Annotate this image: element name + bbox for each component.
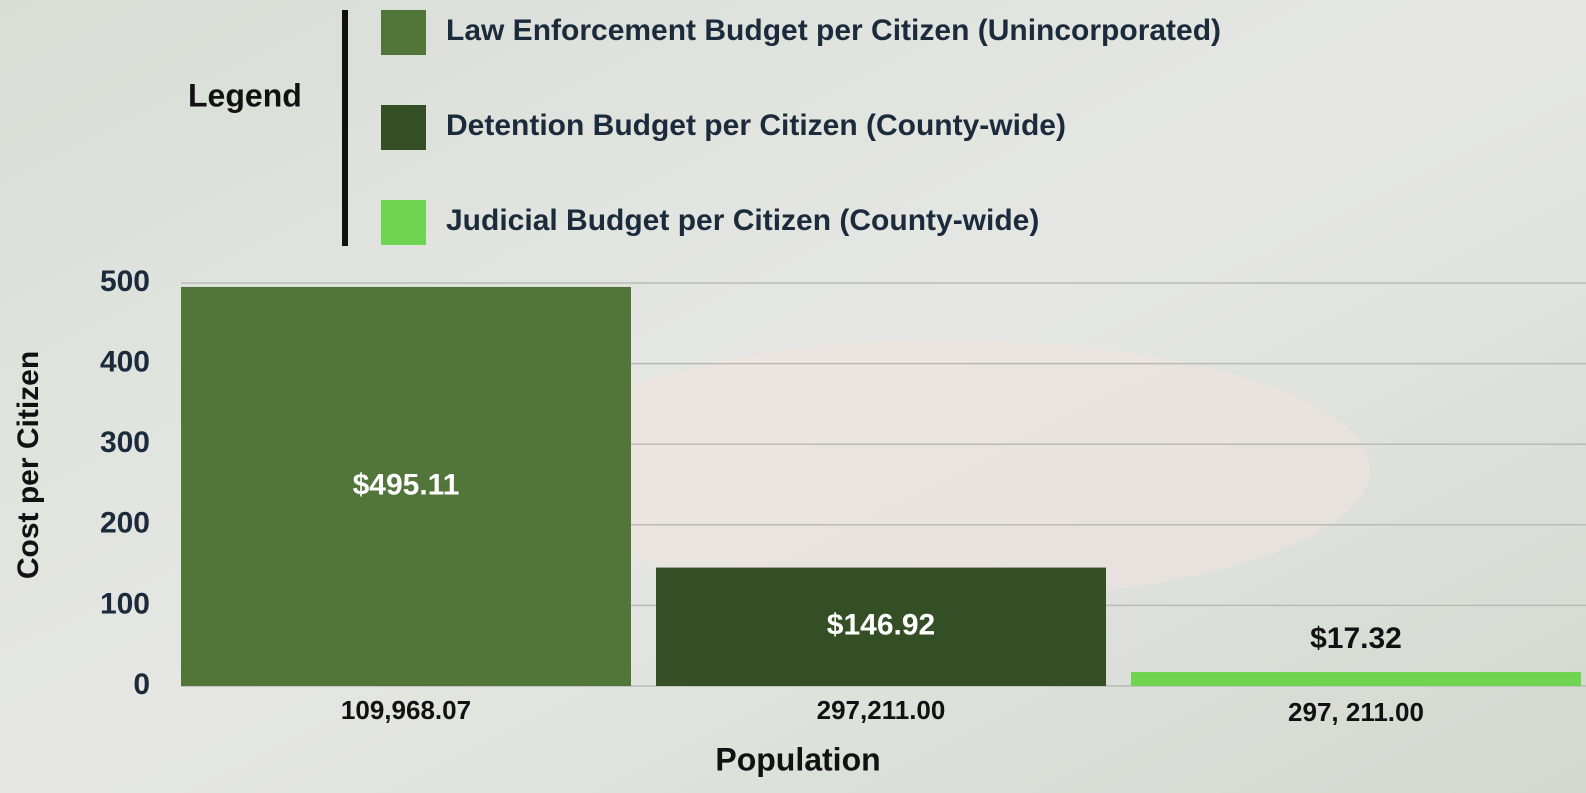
- y-tick-label: 100: [100, 587, 150, 620]
- x-tick-label: 297, 211.00: [1288, 697, 1424, 727]
- value-label: $146.92: [827, 609, 935, 642]
- y-tick-label: 200: [100, 507, 150, 540]
- x-tick-label: 297,211.00: [817, 695, 946, 725]
- x-axis-title: Population: [715, 741, 880, 777]
- y-tick-label: 400: [100, 346, 150, 379]
- legend-label: Detention Budget per Citizen (County-wid…: [446, 109, 1066, 142]
- bar: [181, 286, 631, 686]
- legend-swatch: [381, 200, 426, 245]
- background-decor: [530, 340, 1370, 600]
- legend-label: Judicial Budget per Citizen (County-wide…: [446, 204, 1039, 237]
- legend-swatch: [381, 10, 426, 55]
- bar: [1131, 672, 1581, 686]
- legend-label: Law Enforcement Budget per Citizen (Unin…: [446, 14, 1221, 47]
- legend-swatch: [381, 105, 426, 150]
- y-tick-label: 300: [100, 426, 150, 459]
- y-tick-label: 500: [100, 265, 150, 298]
- bar: [656, 567, 1106, 686]
- legend-divider: [342, 10, 348, 246]
- value-label: $495.11: [353, 468, 460, 501]
- legend-title: Legend: [188, 77, 302, 113]
- x-tick-label: 109,968.07: [341, 695, 471, 725]
- y-tick-label: 0: [133, 668, 150, 701]
- y-axis-title: Cost per Citizen: [12, 351, 45, 579]
- value-label: $17.32: [1310, 622, 1402, 655]
